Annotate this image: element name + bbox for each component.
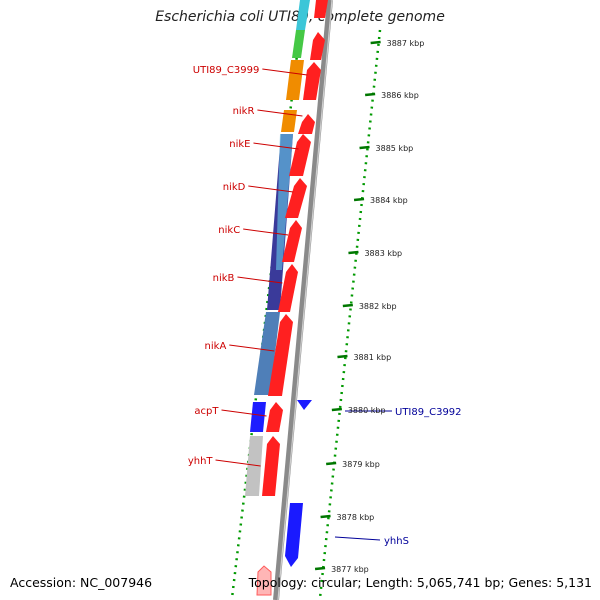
kbp-tick-label: 3883 kbp [364, 249, 402, 258]
gene-label-yhhS: yhhS [334, 536, 409, 547]
left-gene-labels: UTI89_C3999 nikR nikE nikD nikC nikB nikA acpT y… [188, 65, 308, 467]
gene-label-text: nikA [205, 341, 227, 352]
gene-label-leader [229, 344, 275, 352]
gene-label-text: yhhT [188, 456, 214, 467]
kbp-tick: 3884 kbp [353, 196, 408, 205]
forward-strand-genes [262, 0, 328, 496]
gene-label-yhhT: yhhT [188, 456, 261, 467]
kbp-tick: 3886 kbp [365, 91, 419, 100]
gene-label-leader [215, 459, 261, 467]
kbp-tick-label: 3880 kbp [348, 406, 386, 415]
kbp-tick-mark [365, 92, 376, 97]
gene-label-nikB: nikB [213, 273, 283, 284]
gene-label-nikE: nikE [229, 139, 299, 150]
kbp-tick-mark [320, 514, 331, 519]
kbp-tick-label: 3881 kbp [353, 353, 391, 362]
kbp-tick-label: 3884 kbp [370, 196, 408, 205]
genome-backbone [273, 0, 333, 600]
gene-label-leader [243, 228, 289, 236]
gene-label-leader [221, 409, 267, 417]
kbp-tick: 3887 kbp [370, 39, 425, 48]
kbp-tick-mark [326, 461, 337, 466]
kbp-tick: 3883 kbp [348, 249, 402, 258]
kbp-tick-label: 3885 kbp [376, 144, 414, 153]
kbp-tick-mark [359, 145, 370, 150]
gene-label-UTI89_C3992: UTI89_C3992 [345, 407, 462, 418]
bottom-feature [256, 565, 272, 596]
kbp-tick-mark [331, 407, 342, 412]
gene-label-text: nikR [233, 106, 255, 117]
kbp-tick-label: 3886 kbp [381, 91, 419, 100]
kbp-tick-label: 3877 kbp [331, 565, 369, 574]
gene-label-nikA: nikA [205, 341, 275, 352]
kbp-tick: 3882 kbp [342, 302, 397, 311]
kbp-tick-mark [353, 197, 365, 202]
gene-label-nikC: nikC [218, 225, 289, 236]
gene-label-text: yhhS [384, 536, 409, 547]
kbp-tick-mark [337, 354, 348, 359]
right-gene-labels: UTI89_C3992 yhhS [334, 407, 462, 547]
kbp-tick: 3878 kbp [320, 513, 375, 522]
kbp-ticks: 3887 kbp 3886 kbp 3885 kbp 3884 kbp 3883 kbp… [314, 39, 425, 574]
gene-label-text: nikE [229, 139, 250, 150]
genome-summary-text: Topology: circular; Length: 5,065,741 bp… [248, 575, 592, 590]
kbp-tick: 3881 kbp [337, 353, 391, 362]
gene-label-leader [237, 276, 283, 284]
kbp-tick-mark [370, 40, 381, 45]
kbp-tick: 3885 kbp [359, 144, 414, 153]
inner-tick-ring [230, 29, 302, 599]
category-bands [245, 0, 310, 496]
gene-label-leader [262, 68, 308, 76]
kbp-tick-mark [342, 303, 353, 308]
gene-label-text: UTI89_C3999 [193, 65, 260, 76]
reverse-strand-genes [285, 400, 312, 567]
gene-label-nikR: nikR [233, 106, 303, 117]
gene-label-UTI89_C3999: UTI89_C3999 [193, 65, 308, 76]
kbp-tick: 3880 kbp [331, 406, 386, 415]
gene-label-leader [334, 536, 381, 541]
gene-label-text: nikC [218, 225, 240, 236]
kbp-tick-label: 3878 kbp [337, 513, 375, 522]
kbp-tick: 3879 kbp [326, 460, 380, 469]
gene-label-leader [248, 185, 294, 193]
gene-label-leader [253, 142, 299, 150]
gene-label-acpT: acpT [194, 406, 267, 417]
kbp-tick-label: 3882 kbp [359, 302, 397, 311]
kbp-tick-label: 3879 kbp [342, 460, 380, 469]
gene-label-text: nikB [213, 273, 235, 284]
accession-text: Accession: NC_007946 [10, 575, 153, 590]
kbp-tick: 3877 kbp [314, 565, 369, 574]
gene-label-text: nikD [223, 182, 246, 193]
kbp-tick-mark [348, 250, 359, 255]
gene-label-leader [257, 109, 303, 117]
gene-label-text: acpT [194, 406, 219, 417]
kbp-tick-label: 3887 kbp [387, 39, 425, 48]
gene-label-nikD: nikD [223, 182, 294, 193]
kbp-tick-mark [314, 566, 326, 571]
gene-label-text: UTI89_C3992 [395, 407, 462, 418]
